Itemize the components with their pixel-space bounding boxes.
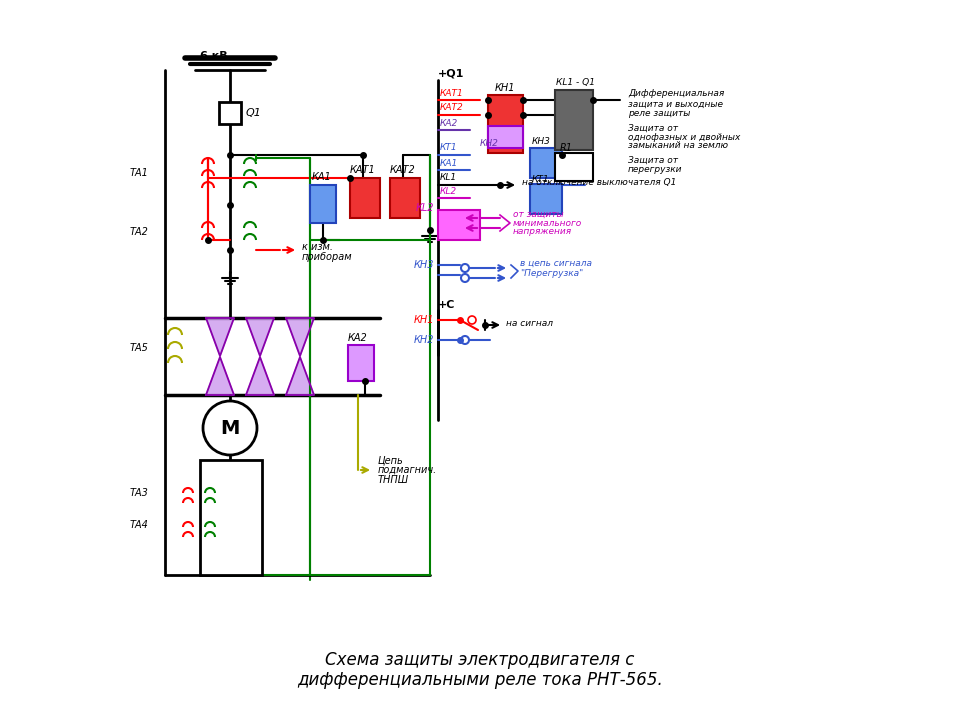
Text: однофазных и двойных: однофазных и двойных	[628, 132, 740, 142]
Text: КАТ2: КАТ2	[390, 165, 416, 175]
Text: КН1: КН1	[414, 315, 434, 325]
Text: на сигнал: на сигнал	[506, 320, 553, 328]
Text: Схема защиты электродвигателя с
дифференциальными реле тока РНТ-565.: Схема защиты электродвигателя с дифферен…	[298, 651, 662, 690]
Text: подмагнич.: подмагнич.	[378, 465, 437, 475]
Bar	[488, 126, 523, 148]
Text: КА1: КА1	[440, 158, 458, 168]
Bar	[555, 153, 593, 181]
Text: "Перегрузка": "Перегрузка"	[520, 269, 584, 277]
Polygon shape	[206, 357, 234, 395]
Text: ТНПШ: ТНПШ	[378, 475, 409, 485]
Text: ТА5: ТА5	[130, 343, 149, 353]
Text: ТА3: ТА3	[130, 488, 149, 498]
Text: от защиты: от защиты	[513, 210, 564, 218]
Text: КА2: КА2	[348, 333, 368, 343]
Text: КН3: КН3	[532, 137, 551, 145]
Text: Защита от: Защита от	[628, 156, 678, 164]
Text: КН2: КН2	[480, 138, 499, 148]
Polygon shape	[246, 318, 274, 356]
Text: реле защиты: реле защиты	[628, 109, 690, 117]
Text: R1: R1	[560, 143, 573, 153]
Text: КL2: КL2	[416, 203, 434, 213]
Text: КН1: КН1	[494, 83, 516, 93]
Text: КАТ1: КАТ1	[440, 89, 464, 97]
Bar	[348, 345, 374, 381]
Text: Дифференциальная: Дифференциальная	[628, 89, 724, 99]
Bar	[219, 102, 241, 124]
Polygon shape	[286, 318, 314, 356]
Text: +С: +С	[438, 300, 455, 310]
Bar	[555, 90, 593, 150]
Text: Защита от: Защита от	[628, 124, 678, 132]
Text: перегрузки: перегрузки	[628, 164, 683, 174]
Text: Q1: Q1	[246, 108, 262, 118]
Polygon shape	[206, 318, 234, 356]
Circle shape	[468, 316, 476, 324]
Text: приборам: приборам	[302, 252, 352, 262]
Text: к изм.: к изм.	[302, 242, 333, 252]
Bar	[438, 210, 480, 240]
Text: ТА1: ТА1	[130, 168, 149, 178]
Circle shape	[461, 274, 469, 282]
Polygon shape	[246, 357, 274, 395]
Text: КН3: КН3	[414, 260, 434, 270]
Text: ТА2: ТА2	[130, 227, 149, 237]
Circle shape	[461, 264, 469, 272]
Text: КА2: КА2	[440, 119, 458, 127]
Bar	[200, 460, 262, 575]
Text: минимального: минимального	[513, 218, 583, 228]
Polygon shape	[286, 357, 314, 395]
Text: Цепь: Цепь	[378, 455, 404, 465]
Text: в цепь сигнала: в цепь сигнала	[520, 258, 592, 268]
Text: КАТ2: КАТ2	[440, 104, 464, 112]
Text: 6 кВ: 6 кВ	[200, 51, 228, 61]
Text: замыканий на землю: замыканий на землю	[628, 142, 728, 150]
Bar	[488, 95, 523, 153]
Text: КН2: КН2	[414, 335, 434, 345]
Circle shape	[461, 336, 469, 344]
Bar	[530, 184, 562, 214]
Bar	[390, 178, 420, 218]
Text: М: М	[220, 418, 240, 438]
Text: КТ1: КТ1	[440, 143, 458, 153]
Text: КL1: КL1	[440, 174, 457, 182]
Text: напряжения: напряжения	[513, 228, 572, 236]
Bar	[310, 185, 336, 223]
Text: КL2: КL2	[440, 187, 457, 197]
Bar	[350, 178, 380, 218]
Text: +Q1: +Q1	[438, 69, 465, 79]
Bar	[530, 148, 562, 178]
Circle shape	[203, 401, 257, 455]
Text: КТ1: КТ1	[532, 174, 550, 184]
Text: защита и выходные: защита и выходные	[628, 99, 723, 109]
Text: на отключение выключателя Q1: на отключение выключателя Q1	[522, 179, 677, 187]
Text: ТА4: ТА4	[130, 520, 149, 530]
Text: КАТ1: КАТ1	[350, 165, 375, 175]
Text: КА1: КА1	[312, 172, 332, 182]
Text: КL1 - Q1: КL1 - Q1	[556, 78, 594, 88]
